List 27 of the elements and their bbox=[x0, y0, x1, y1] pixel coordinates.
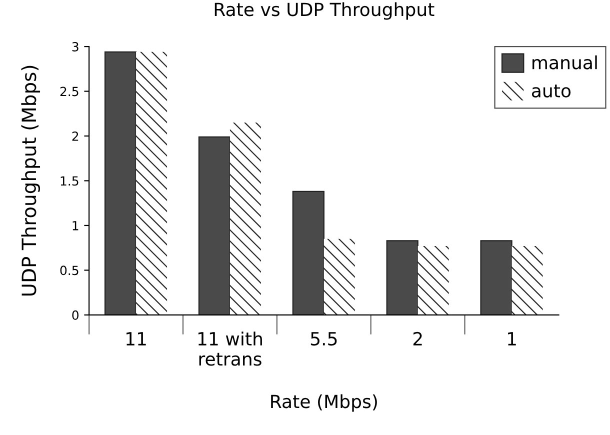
chart-title: Rate vs UDP Throughput bbox=[214, 2, 434, 20]
legend-label: manual bbox=[532, 55, 597, 70]
bar bbox=[512, 246, 543, 315]
bar bbox=[104, 51, 137, 315]
y-tick-label: 0 bbox=[72, 310, 79, 320]
y-tick-label: 2 bbox=[72, 131, 78, 141]
bar bbox=[386, 240, 418, 315]
y-axis-title: UDP Throughput (Mbps) bbox=[21, 66, 40, 296]
bar bbox=[418, 246, 449, 315]
y-tick-label: 0.5 bbox=[60, 266, 78, 276]
x-tick-label: 11 with retrans bbox=[198, 332, 262, 366]
x-tick-label: 5.5 bbox=[310, 332, 337, 346]
y-tick-label: 2.5 bbox=[60, 86, 78, 96]
legend-label: auto bbox=[532, 84, 571, 98]
y-tick-label: 3 bbox=[72, 42, 78, 52]
bar bbox=[136, 52, 168, 315]
x-tick-label: 2 bbox=[413, 332, 422, 346]
bar bbox=[292, 190, 324, 315]
bar bbox=[230, 122, 261, 315]
bar bbox=[480, 240, 512, 315]
bar bbox=[198, 136, 231, 315]
y-tick-label: 1.5 bbox=[60, 176, 78, 186]
y-tick-label: 1 bbox=[72, 221, 78, 230]
x-tick-label: 11 bbox=[126, 332, 146, 346]
x-axis-title: Rate (Mbps) bbox=[271, 394, 377, 412]
x-tick-label: 1 bbox=[508, 332, 516, 346]
bar bbox=[324, 238, 355, 315]
